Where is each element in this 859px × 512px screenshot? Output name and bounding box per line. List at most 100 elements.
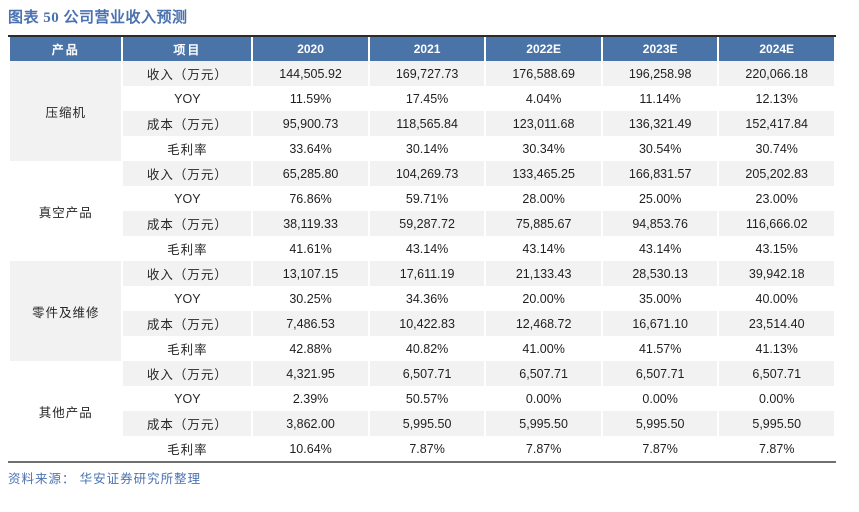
product-cell: 其他产品 <box>38 405 93 420</box>
value-cell: 42.88% <box>289 341 332 356</box>
table-row: 毛利率 41.61% 43.14% 43.14% 43.14% 43.15% <box>10 236 834 261</box>
item-cell: 毛利率 <box>167 143 208 157</box>
value-cell: 6,507.71 <box>486 361 601 386</box>
value-cell: 17,611.19 <box>369 261 485 286</box>
value-cell: 11.59% <box>289 91 332 106</box>
value-cell: 41.13% <box>755 341 798 356</box>
value-cell: 25.00% <box>638 191 682 206</box>
value-cell: 21,133.43 <box>486 261 601 286</box>
table-row: 毛利率 42.88% 40.82% 41.00% 41.57% 41.13% <box>10 336 834 361</box>
item-cell: 成本（万元） <box>123 411 252 436</box>
value-cell: 33.64% <box>289 141 332 156</box>
header-2020: 2020 <box>253 37 368 61</box>
value-cell: 4,321.95 <box>253 361 368 386</box>
revenue-forecast-table: 产品 项目 2020 2021 2022E 2023E 2024E 压缩机 收入（… <box>8 35 836 463</box>
value-cell: 0.00% <box>642 391 678 406</box>
value-cell: 6,507.71 <box>369 361 485 386</box>
product-cell: 真空产品 <box>38 205 93 220</box>
value-cell: 20.00% <box>522 291 565 306</box>
value-cell: 11.14% <box>639 91 681 106</box>
value-cell: 7.87% <box>525 441 562 456</box>
value-cell: 50.57% <box>405 391 449 406</box>
value-cell: 6,507.71 <box>602 361 718 386</box>
value-cell: 75,885.67 <box>486 211 601 236</box>
value-cell: 3,862.00 <box>253 411 368 436</box>
value-cell: 136,321.49 <box>602 111 718 136</box>
value-cell: 40.00% <box>755 291 798 306</box>
item-cell: YOY <box>174 391 201 406</box>
table-body: 压缩机 收入（万元） 144,505.92 169,727.73 176,588.69 1… <box>10 61 834 461</box>
table-row: YOY 2.39% 50.57% 0.00% 0.00% 0.00% <box>10 386 834 411</box>
table-row: 成本（万元） 3,862.00 5,995.50 5,995.50 5,995.50 5,… <box>10 411 834 436</box>
value-cell: 30.34% <box>522 141 565 156</box>
item-cell: YOY <box>174 91 201 106</box>
value-cell: 10,422.83 <box>369 311 485 336</box>
value-cell: 95,900.73 <box>253 111 368 136</box>
value-cell: 41.57% <box>638 341 682 356</box>
table-row: 成本（万元） 95,900.73 118,565.84 123,011.68 136,3… <box>10 111 834 136</box>
value-cell: 7,486.53 <box>253 311 368 336</box>
value-cell: 144,505.92 <box>253 61 368 86</box>
value-cell: 28.00% <box>522 191 565 206</box>
table-row: 其他产品 收入（万元） 4,321.95 6,507.71 6,507.71 6,507.… <box>10 361 834 420</box>
table-row: 零件及维修 收入（万元） 13,107.15 17,611.19 21,133.43 28… <box>10 261 834 361</box>
value-cell: 0.00% <box>525 391 562 406</box>
value-cell: 169,727.73 <box>369 61 485 86</box>
value-cell: 5,995.50 <box>486 411 601 436</box>
value-cell: 5,995.50 <box>369 411 485 436</box>
value-cell: 30.74% <box>755 141 798 156</box>
value-cell: 30.25% <box>289 291 332 306</box>
figure-title: 图表 50 公司营业收入预测 <box>8 10 188 26</box>
value-cell: 59,287.72 <box>369 211 485 236</box>
value-cell: 30.54% <box>638 141 682 156</box>
header-product: 产品 <box>10 37 122 61</box>
item-cell: 毛利率 <box>167 443 208 457</box>
value-cell: 23,514.40 <box>719 311 834 336</box>
table-row: YOY 11.59% 17.45% 4.04% 11.14% 12.13% <box>10 86 834 111</box>
value-cell: 196,258.98 <box>602 61 718 86</box>
item-cell: 收入（万元） <box>123 261 252 286</box>
value-cell: 30.14% <box>405 141 449 156</box>
value-cell: 123,011.68 <box>486 111 601 136</box>
header-2024e: 2024E <box>719 37 834 61</box>
value-cell: 4.04% <box>525 91 562 106</box>
value-cell: 16,671.10 <box>602 311 718 336</box>
item-cell: 成本（万元） <box>123 311 252 336</box>
value-cell: 43.14% <box>638 241 682 256</box>
value-cell: 23.00% <box>755 191 798 206</box>
header-2021: 2021 <box>369 37 485 61</box>
header-item: 项目 <box>123 37 252 61</box>
value-cell: 133,465.25 <box>486 161 601 186</box>
value-cell: 39,942.18 <box>719 261 834 286</box>
header-2023e: 2023E <box>602 37 718 61</box>
value-cell: 13,107.15 <box>253 261 368 286</box>
value-cell: 7.87% <box>409 441 445 456</box>
value-cell: 65,285.80 <box>253 161 368 186</box>
table-row: 成本（万元） 7,486.53 10,422.83 12,468.72 16,671.1… <box>10 311 834 336</box>
item-cell: 成本（万元） <box>123 111 252 136</box>
item-cell: 收入（万元） <box>123 161 252 186</box>
table-row: 毛利率 10.64% 7.87% 7.87% 7.87% 7.87% <box>10 436 834 461</box>
value-cell: 0.00% <box>758 391 795 406</box>
product-cell: 零件及维修 <box>10 261 122 361</box>
value-cell: 118,565.84 <box>369 111 485 136</box>
table-row: 毛利率 33.64% 30.14% 30.34% 30.54% 30.74% <box>10 136 834 161</box>
value-cell: 41.00% <box>522 341 565 356</box>
value-cell: 59.71% <box>405 191 449 206</box>
value-cell: 5,995.50 <box>719 411 834 436</box>
table-header: 产品 项目 2020 2021 2022E 2023E 2024E <box>10 37 834 61</box>
value-cell: 166,831.57 <box>602 161 718 186</box>
value-cell: 43.15% <box>755 241 798 256</box>
item-cell: 成本（万元） <box>123 211 252 236</box>
value-cell: 7.87% <box>642 441 678 456</box>
value-cell: 35.00% <box>638 291 682 306</box>
value-cell: 152,417.84 <box>719 111 834 136</box>
value-cell: 5,995.50 <box>602 411 718 436</box>
value-cell: 40.82% <box>405 341 449 356</box>
value-cell: 220,066.18 <box>719 61 834 86</box>
value-cell: 38,119.33 <box>253 211 368 236</box>
value-cell: 12.13% <box>755 91 798 106</box>
product-cell: 压缩机 <box>10 61 122 161</box>
value-cell: 76.86% <box>289 191 332 206</box>
table-row: YOY 30.25% 34.36% 20.00% 35.00% 40.00% <box>10 286 834 311</box>
